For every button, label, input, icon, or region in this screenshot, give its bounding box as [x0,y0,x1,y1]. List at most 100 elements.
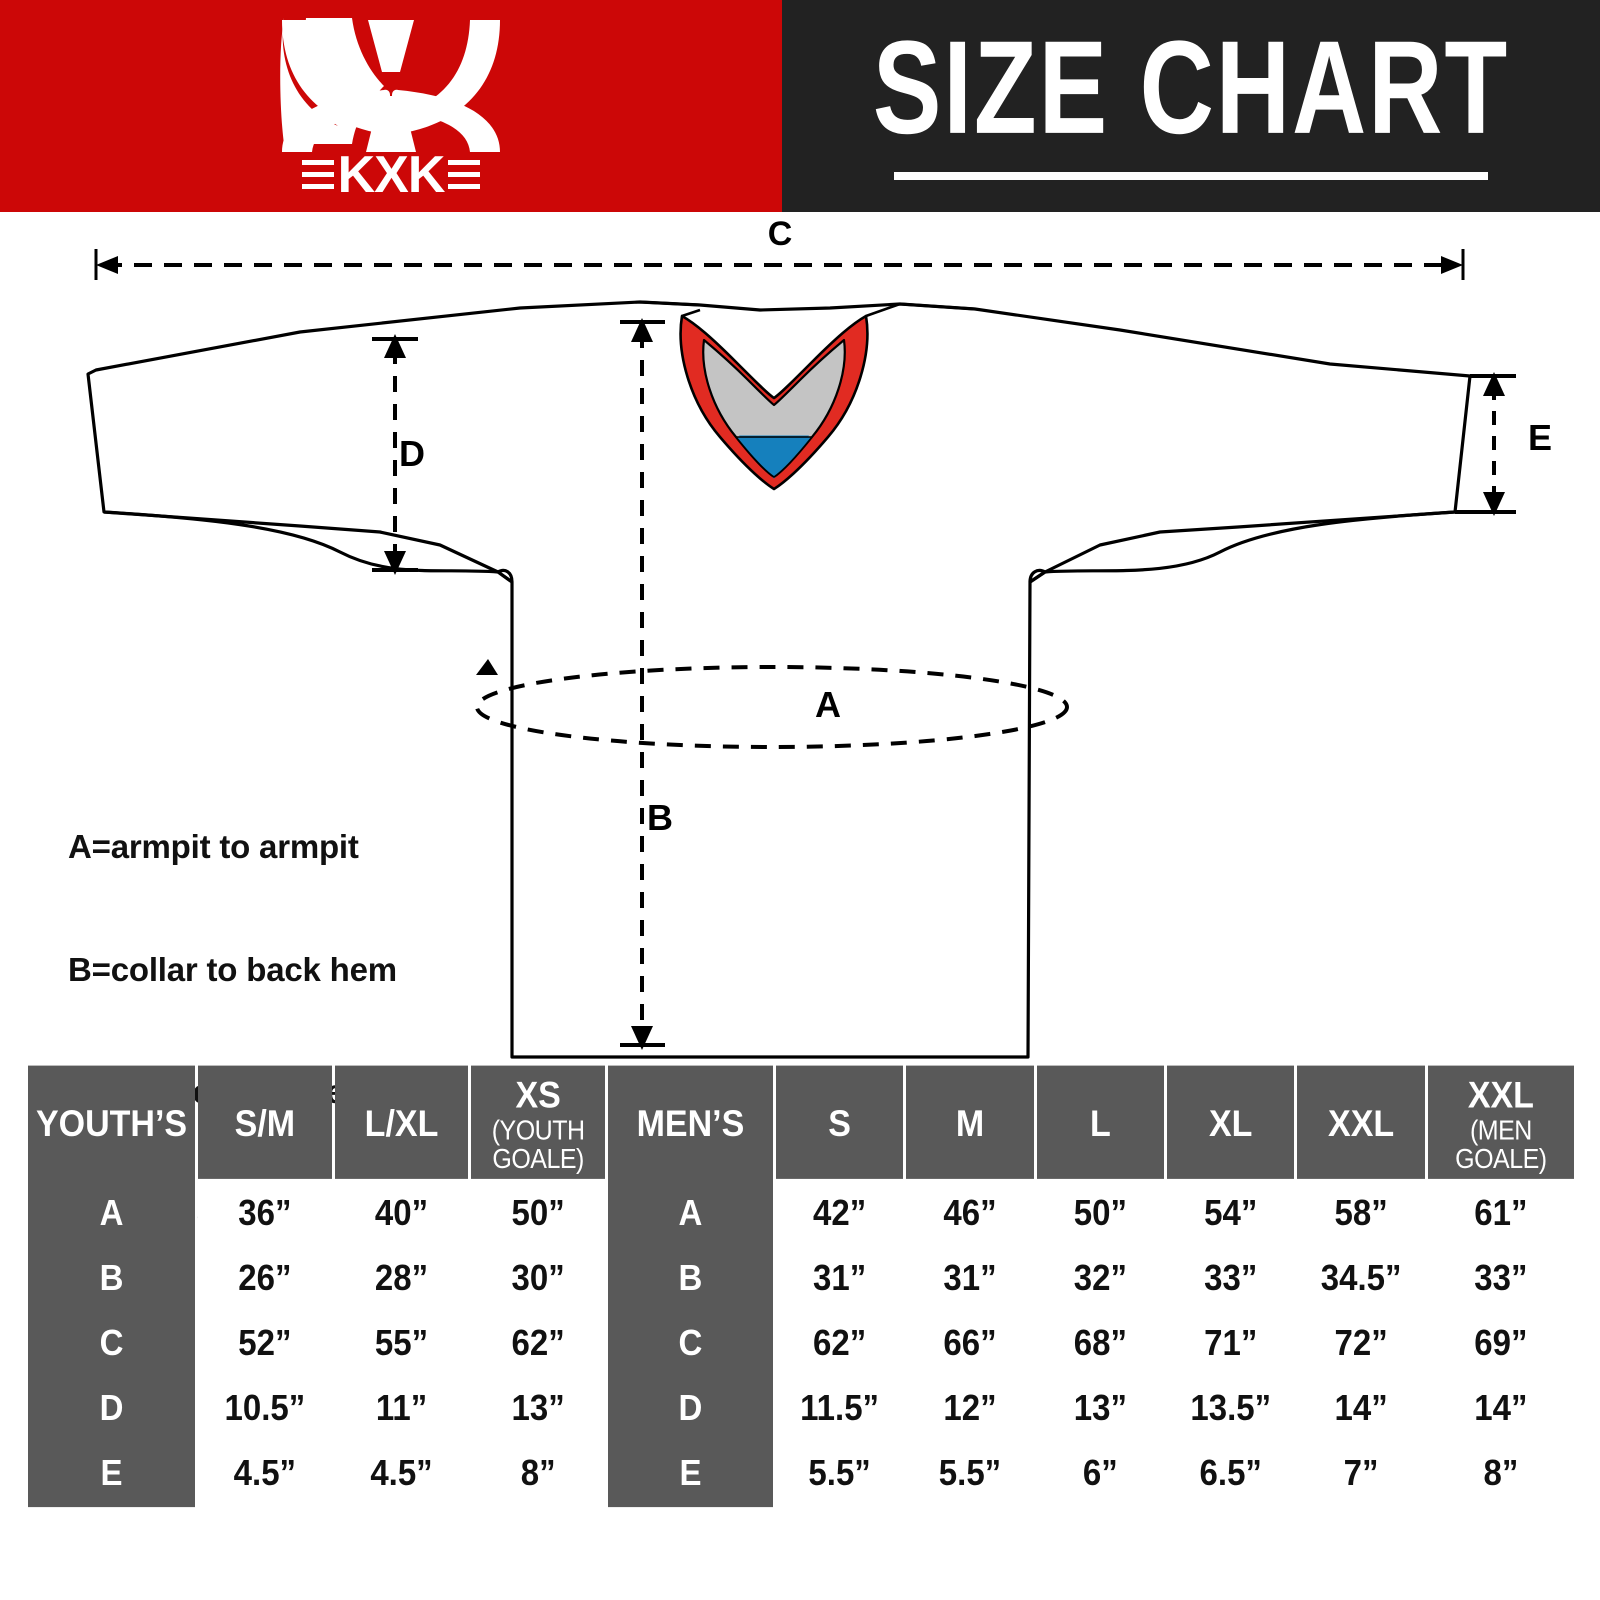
header-main: XXL [1467,1074,1534,1117]
row-label-men-d: D [607,1373,773,1443]
dimension-label-D: D [399,433,425,474]
cell-men-s-e: 5.5” [775,1438,904,1508]
dimension-label-A: A [815,684,841,725]
svg-text:KXK: KXK [338,146,446,199]
cell-men-s-a: 42” [775,1178,904,1248]
page-header: KXK SIZE CHART [0,0,1600,212]
header-main: MEN’S [636,1103,745,1145]
cell-youth-lxl-e: 4.5” [334,1438,469,1508]
cell-men-s-c: 62” [775,1308,904,1378]
cell-youth-lxl-b: 28” [334,1243,469,1313]
header-main: L [1089,1103,1111,1145]
header-main: L/XL [364,1103,439,1145]
size-table: YOUTH’S S/M L/XL XS (YOUTH GOALE) MEN’S … [25,1065,1577,1508]
cell-men-s-b: 31” [775,1243,904,1313]
kxk-logo-icon: KXK [280,17,500,199]
cell-men-xxl-b: 34.5” [1297,1243,1425,1313]
header-main: XL [1209,1103,1253,1145]
dimension-label-C: C [768,215,793,253]
table-row: C 52” 55” 62” C 62” 66” 68” 71” 72” 69” [28,1308,1574,1378]
header-main: XXL [1328,1103,1395,1145]
cell-youth-sm-d: 10.5” [198,1373,332,1443]
row-label-youth-e: E [28,1438,196,1508]
title-panel: SIZE CHART [782,0,1600,212]
cell-youth-lxl-c: 55” [334,1308,469,1378]
cell-youth-sm-b: 26” [198,1243,332,1313]
cell-men-xxl-c: 72” [1297,1308,1425,1378]
cell-youth-xs-c: 62” [471,1308,605,1378]
header-cell-sm: S/M [198,1065,332,1185]
cell-youth-lxl-a: 40” [334,1178,469,1248]
header-cell-mens: MEN’S [607,1065,773,1185]
cell-men-xl-d: 13.5” [1167,1373,1295,1443]
header-main: M [955,1103,985,1145]
cell-men-l-e: 6” [1036,1438,1165,1508]
cell-men-m-b: 31” [906,1243,1034,1313]
header-cell-l: L [1036,1065,1165,1185]
cell-men-s-d: 11.5” [775,1373,904,1443]
cell-men-xl-e: 6.5” [1167,1438,1295,1508]
cell-men-goalie-a: 61” [1427,1178,1574,1248]
header-cell-m: M [906,1065,1034,1185]
cell-men-goalie-d: 14” [1427,1373,1574,1443]
legend-line-a: A=armpit to armpit [68,827,359,865]
table-row: E 4.5” 4.5” 8” E 5.5” 5.5” 6” 6.5” 7” 8” [28,1438,1574,1508]
header-main: YOUTH’S [35,1103,188,1145]
cell-men-xl-b: 33” [1167,1243,1295,1313]
cell-men-m-d: 12” [906,1373,1034,1443]
row-label-men-c: C [607,1308,773,1378]
cell-men-xxl-e: 7” [1297,1438,1425,1508]
cell-youth-xs-b: 30” [471,1243,605,1313]
header-cell-lxl: L/XL [334,1065,469,1185]
cell-men-m-c: 66” [906,1308,1034,1378]
cell-men-goalie-c: 69” [1427,1308,1574,1378]
cell-youth-xs-e: 8” [471,1438,605,1508]
cell-men-xl-c: 71” [1167,1308,1295,1378]
cell-men-xxl-a: 58” [1297,1178,1425,1248]
cell-youth-sm-e: 4.5” [198,1438,332,1508]
header-main: XS [515,1074,561,1117]
header-cell-xl: XL [1167,1065,1295,1185]
header-cell-s: S [775,1065,904,1185]
page-title: SIZE CHART [872,13,1510,162]
row-label-men-b: B [607,1243,773,1313]
row-label-men-a: A [607,1178,773,1248]
cell-youth-xs-d: 13” [471,1373,605,1443]
brand-panel: KXK [0,0,782,212]
table-row: A 36” 40” 50” A 42” 46” 50” 54” 58” 61” [28,1178,1574,1248]
header-cell-xxl: XXL [1297,1065,1425,1185]
cell-men-xxl-d: 14” [1297,1373,1425,1443]
cell-men-goalie-b: 33” [1427,1243,1574,1313]
cell-men-xl-a: 54” [1167,1178,1295,1248]
header-main: S/M [234,1103,296,1145]
cell-men-l-c: 68” [1036,1308,1165,1378]
row-label-youth-a: A [28,1178,196,1248]
legend-line-b: B=collar to back hem [68,950,397,988]
header-main: S [828,1103,851,1145]
row-label-youth-d: D [28,1373,196,1443]
cell-men-m-e: 5.5” [906,1438,1034,1508]
dimension-label-E: E [1528,417,1552,458]
table-row: D 10.5” 11” 13” D 11.5” 12” 13” 13.5” 14… [28,1373,1574,1443]
row-label-youth-c: C [28,1308,196,1378]
header-cell-xxl-men-goalie: XXL (MEN GOALE) [1427,1065,1574,1185]
cell-men-l-d: 13” [1036,1373,1165,1443]
row-label-youth-b: B [28,1243,196,1313]
cell-men-m-a: 46” [906,1178,1034,1248]
cell-youth-sm-a: 36” [198,1178,332,1248]
header-cell-xs-youth-goalie: XS (YOUTH GOALE) [471,1065,605,1185]
header-sub: (YOUTH GOALE) [491,1114,585,1175]
header-cell-youths: YOUTH’S [28,1065,196,1185]
title-underline [894,172,1488,181]
table-header-row: YOUTH’S S/M L/XL XS (YOUTH GOALE) MEN’S … [28,1065,1574,1185]
cell-youth-sm-c: 52” [198,1308,332,1378]
header-sub: (MEN GOALE) [1455,1114,1547,1175]
cell-men-l-b: 32” [1036,1243,1165,1313]
table-row: B 26” 28” 30” B 31” 31” 32” 33” 34.5” 33… [28,1243,1574,1313]
cell-youth-lxl-d: 11” [334,1373,469,1443]
jersey-diagram: C D B A E [0,212,1600,1062]
row-label-men-e: E [607,1438,773,1508]
cell-youth-xs-a: 50” [471,1178,605,1248]
cell-men-goalie-e: 8” [1427,1438,1574,1508]
